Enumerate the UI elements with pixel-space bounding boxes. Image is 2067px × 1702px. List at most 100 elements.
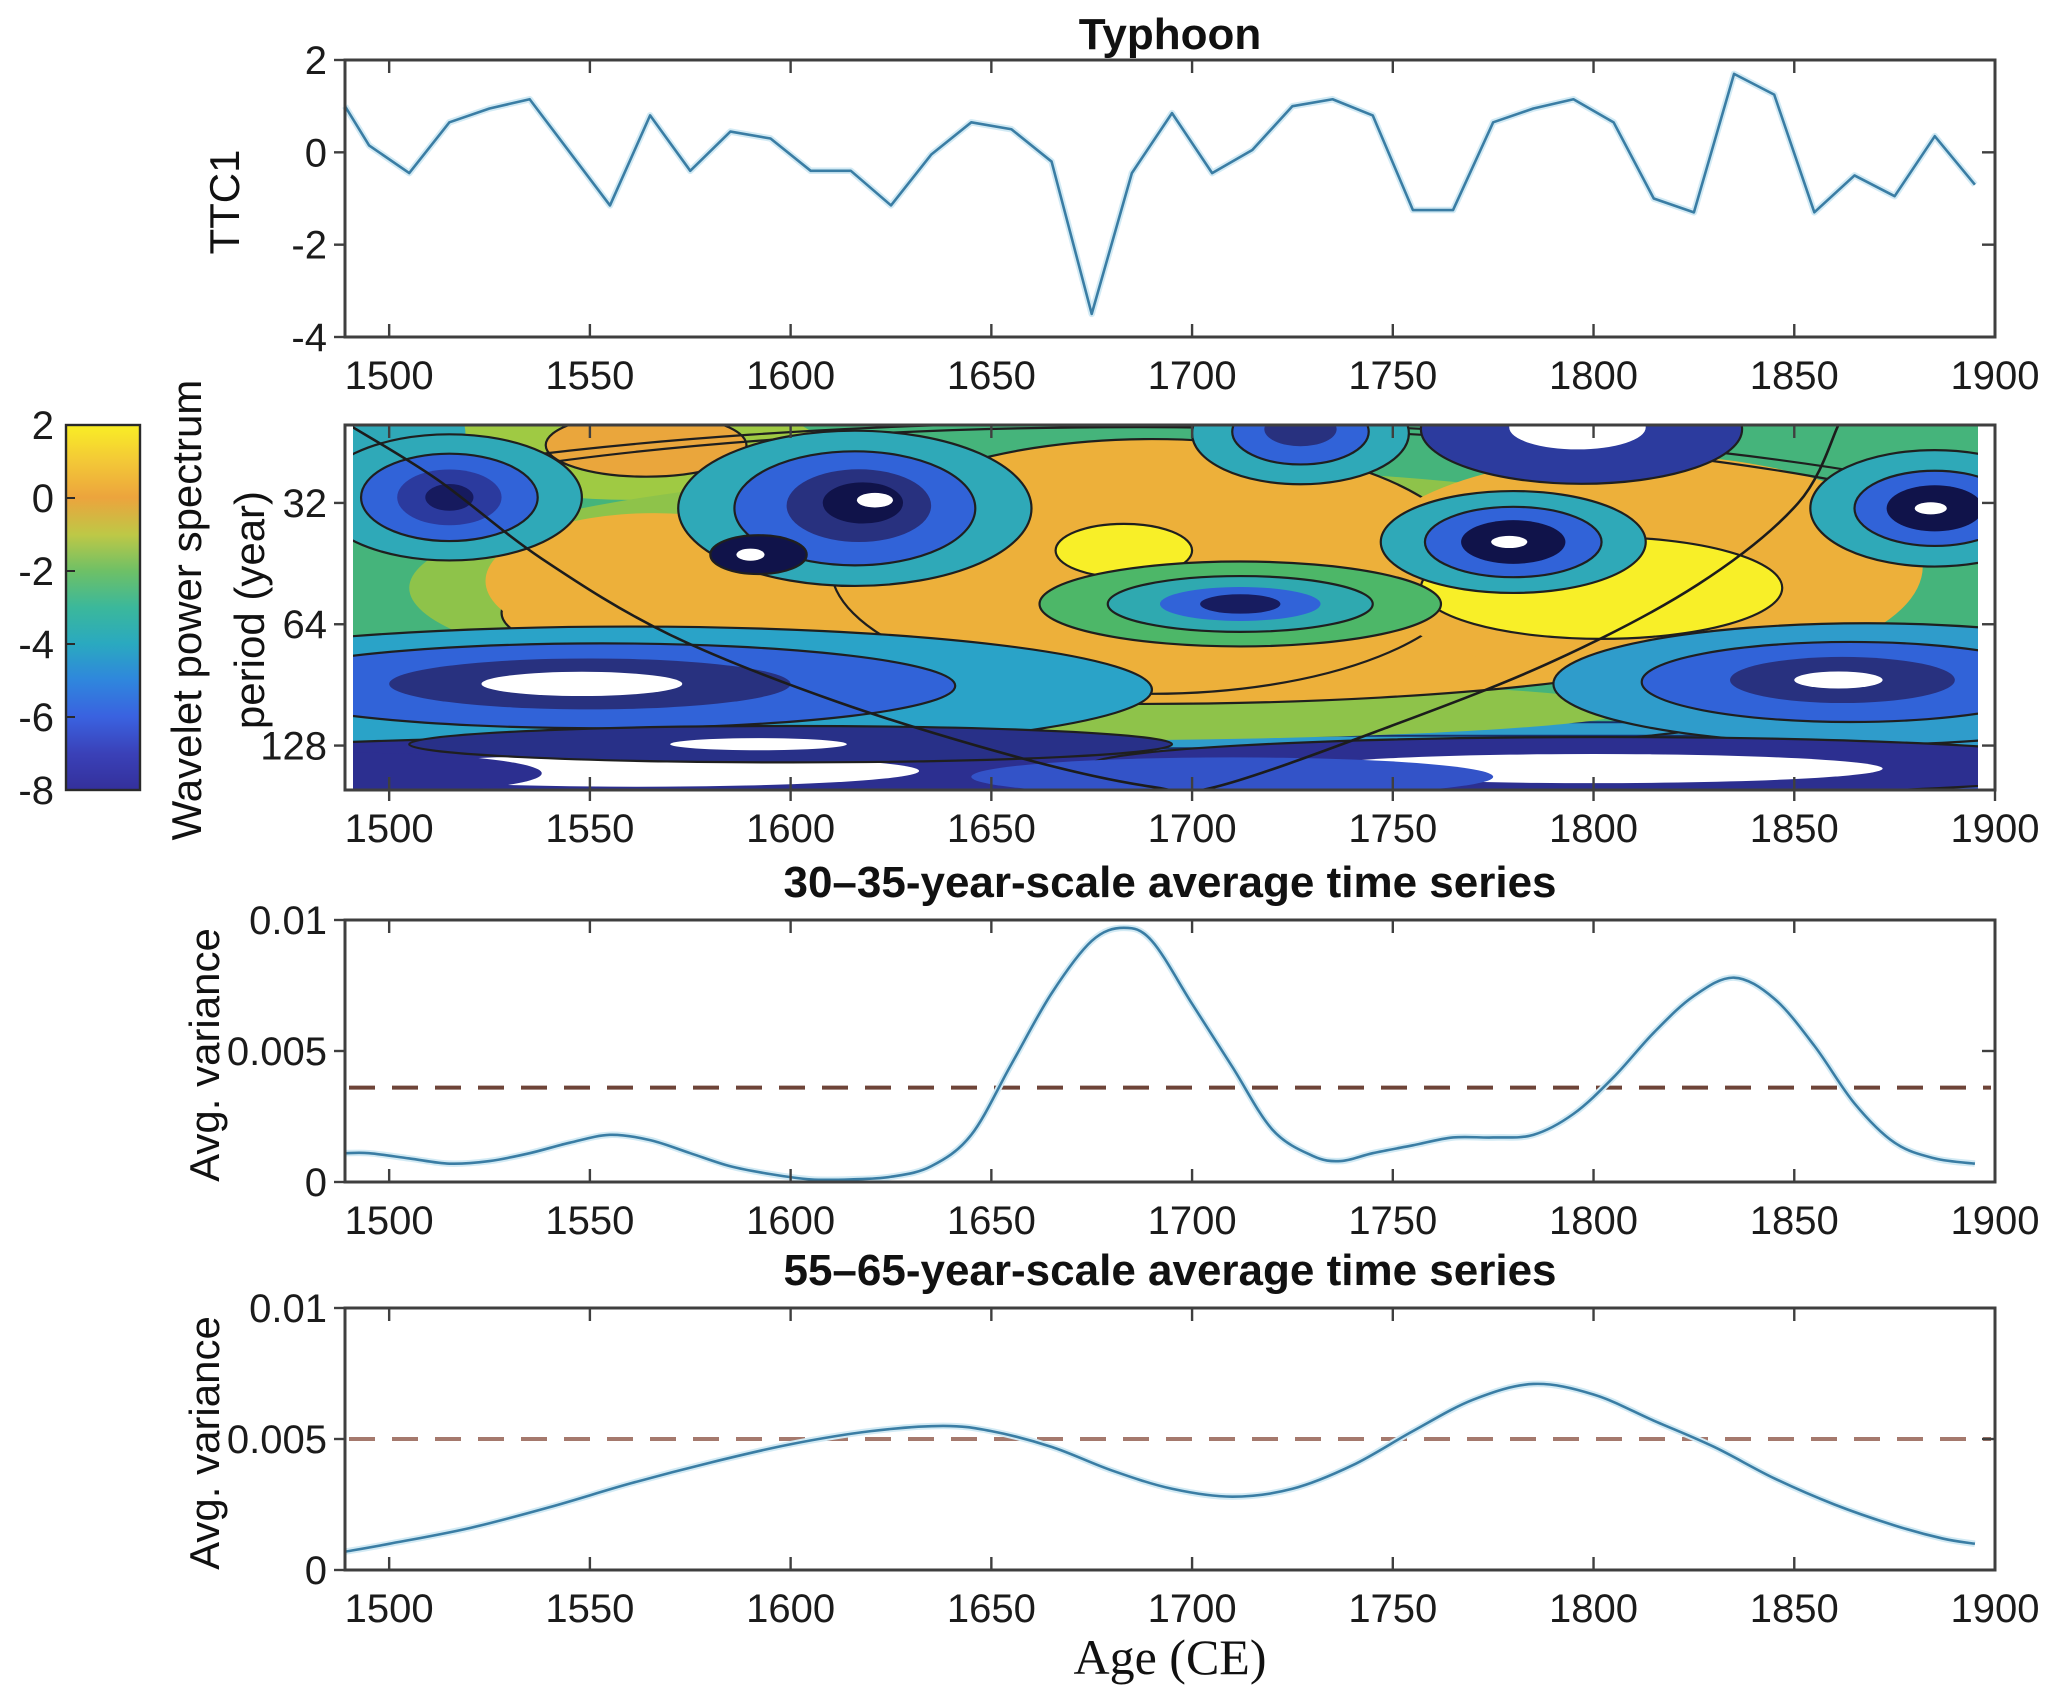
x-tick-label: 1750 bbox=[1348, 354, 1437, 398]
wavelet-blob bbox=[481, 671, 683, 697]
x-tick-label: 1850 bbox=[1750, 807, 1839, 851]
y-axis-label-avg-variance-30: Avg. variance bbox=[181, 928, 228, 1182]
series-halo bbox=[344, 1380, 1976, 1555]
x-tick-label: 1500 bbox=[345, 1587, 434, 1631]
axes-box bbox=[343, 58, 1997, 339]
y-tick-label: 0.005 bbox=[227, 1418, 327, 1462]
ttc1-plot bbox=[342, 70, 1978, 318]
x-tick-label: 1750 bbox=[1348, 807, 1437, 851]
y-tick-label: 2 bbox=[305, 39, 327, 83]
y-axis-label-avg-variance-55: Avg. variance bbox=[181, 1316, 228, 1570]
x-tick-label: 1550 bbox=[545, 1587, 634, 1631]
y-axis-label-ttc1: TTC1 bbox=[201, 149, 248, 255]
colorbar bbox=[64, 423, 142, 792]
colorbar-label: Wavelet power spectrum bbox=[163, 379, 210, 841]
ttc1-axes: 1500 1550 1600 1650 1700 1750 1800 1850 1900 2 0 -2… bbox=[291, 39, 2039, 398]
x-tick-label: 1900 bbox=[1951, 1587, 2040, 1631]
x-axis-label-age: Age (CE) bbox=[1073, 1629, 1267, 1685]
wavelet-blob bbox=[1794, 671, 1883, 689]
colorbar-tick-label: -6 bbox=[18, 696, 54, 740]
x-tick-label: 1650 bbox=[947, 1587, 1036, 1631]
wavelet-blob bbox=[353, 752, 542, 789]
colorbar-tick-label: -4 bbox=[18, 623, 54, 667]
series-curve bbox=[343, 72, 1976, 316]
colorbar-tick-label: -2 bbox=[18, 550, 54, 594]
colorbar-tick-label: 0 bbox=[32, 477, 54, 521]
y-tick-label: 0 bbox=[305, 1161, 327, 1205]
x-tick-label: 1650 bbox=[947, 1199, 1036, 1243]
x-tick-label: 1650 bbox=[947, 354, 1036, 398]
colorbar-tick-label: 2 bbox=[32, 404, 54, 448]
wavelet-blob bbox=[1419, 426, 1744, 485]
y-tick-label: 128 bbox=[260, 725, 327, 769]
series-curve bbox=[344, 926, 1976, 1182]
wavelet-blob bbox=[736, 548, 765, 561]
x-tick-label: 1800 bbox=[1549, 807, 1638, 851]
x-tick-label: 1700 bbox=[1148, 1199, 1237, 1243]
x-tick-label: 1600 bbox=[746, 1587, 835, 1631]
x-tick-label: 1850 bbox=[1750, 1199, 1839, 1243]
x-tick-label: 1900 bbox=[1951, 1199, 2040, 1243]
colorbar-tick-label: -8 bbox=[18, 769, 54, 813]
axes-box bbox=[343, 918, 1997, 1184]
x-tick-label: 1700 bbox=[1148, 807, 1237, 851]
wavelet-blob bbox=[1509, 426, 1646, 450]
series-curve bbox=[344, 1382, 1976, 1553]
wavelet-contour-field bbox=[353, 426, 1978, 789]
y-tick-label: 0 bbox=[305, 1549, 327, 1593]
series-halo bbox=[342, 70, 1978, 318]
axes-box bbox=[343, 1306, 1997, 1572]
y-tick-label: 0.01 bbox=[249, 899, 327, 943]
x-tick-label: 1750 bbox=[1348, 1199, 1437, 1243]
panel-title-avg30: 30–35-year-scale average time series bbox=[783, 858, 1557, 907]
x-tick-label: 1850 bbox=[1750, 1587, 1839, 1631]
wavelet-blob bbox=[425, 484, 474, 511]
avg55-axes: 1500 1550 1600 1650 1700 1750 1800 1850 1900 0.01… bbox=[227, 1287, 2040, 1631]
y-tick-label: -2 bbox=[291, 224, 327, 268]
y-tick-label: 64 bbox=[283, 603, 328, 647]
x-tick-label: 1750 bbox=[1348, 1587, 1437, 1631]
x-tick-label: 1700 bbox=[1148, 354, 1237, 398]
panel-title-typhoon: Typhoon bbox=[1078, 10, 1262, 59]
x-tick-label: 1650 bbox=[947, 807, 1036, 851]
wavelet-blob bbox=[1200, 594, 1281, 614]
y-axis-label-period: period (year) bbox=[226, 490, 273, 730]
avg30-plot bbox=[344, 924, 1991, 1184]
cone-of-influence bbox=[353, 426, 1840, 789]
x-tick-label: 1600 bbox=[746, 807, 835, 851]
x-tick-label: 1550 bbox=[545, 1199, 634, 1243]
series-halo bbox=[344, 924, 1976, 1184]
y-tick-label: 0 bbox=[305, 131, 327, 175]
x-tick-label: 1700 bbox=[1148, 1587, 1237, 1631]
wavelet-blob bbox=[856, 492, 893, 508]
wavelet-blob bbox=[670, 738, 847, 751]
x-tick-label: 1600 bbox=[746, 354, 835, 398]
y-tick-label: -4 bbox=[291, 316, 327, 360]
axes-box bbox=[343, 423, 1997, 792]
wavelet-blob bbox=[1491, 535, 1528, 549]
x-tick-label: 1900 bbox=[1951, 354, 2040, 398]
x-tick-label: 1500 bbox=[345, 807, 434, 851]
wavelet-blob bbox=[1914, 502, 1947, 515]
x-tick-label: 1550 bbox=[545, 354, 634, 398]
wavelet-blob bbox=[971, 757, 1494, 789]
y-tick-label: 0.01 bbox=[249, 1287, 327, 1331]
avg55-plot bbox=[344, 1380, 1991, 1555]
avg30-axes: 1500 1550 1600 1650 1700 1750 1800 1850 1900 0.01… bbox=[227, 899, 2040, 1243]
x-tick-label: 1800 bbox=[1549, 354, 1638, 398]
x-tick-label: 1800 bbox=[1549, 1587, 1638, 1631]
panel-title-avg55: 55–65-year-scale average time series bbox=[783, 1246, 1557, 1295]
wavelet-blob bbox=[1264, 426, 1337, 447]
x-tick-label: 1800 bbox=[1549, 1199, 1638, 1243]
x-tick-label: 1600 bbox=[746, 1199, 835, 1243]
y-tick-label: 0.005 bbox=[227, 1030, 327, 1074]
x-tick-label: 1850 bbox=[1750, 354, 1839, 398]
wavelet-axes: 1500 1550 1600 1650 1700 1750 1800 1850 1900 32 64… bbox=[260, 423, 2040, 851]
x-tick-label: 1550 bbox=[545, 807, 634, 851]
x-tick-label: 1500 bbox=[345, 354, 434, 398]
y-tick-label: 32 bbox=[283, 482, 328, 526]
x-tick-label: 1500 bbox=[345, 1199, 434, 1243]
x-tick-label: 1900 bbox=[1951, 807, 2040, 851]
